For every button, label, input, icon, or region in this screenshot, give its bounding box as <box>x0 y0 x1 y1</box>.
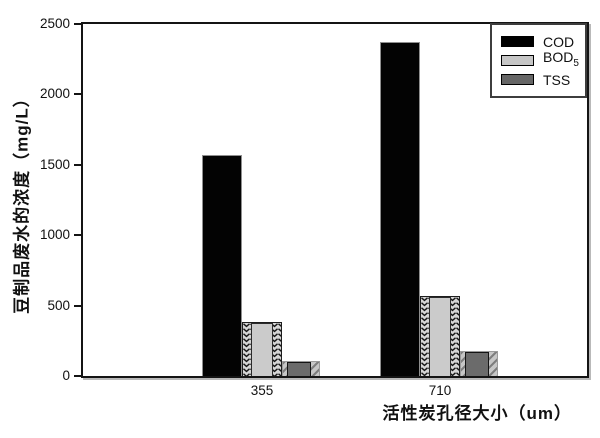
bar-tss-710 <box>460 351 498 376</box>
legend-swatch <box>501 74 534 85</box>
legend-label: COD <box>543 33 575 50</box>
y-tick-label: 1000 <box>39 227 70 243</box>
y-axis-title: 豆制品废水的浓度（mg/L） <box>12 89 32 314</box>
legend-item-tss: TSS <box>492 70 585 89</box>
bar-bod5-355 <box>242 322 282 376</box>
bar-bod5-710 <box>420 296 460 376</box>
legend-item-bod: BOD5 <box>492 49 585 70</box>
y-tick-mark <box>74 23 82 25</box>
bar-inner-solid <box>251 323 273 376</box>
y-tick-mark <box>74 304 82 307</box>
bar-cod-355 <box>202 155 242 376</box>
legend: COD BOD5 TSS <box>490 23 587 98</box>
bar-inner-solid <box>465 352 489 376</box>
bar-inner-solid <box>287 362 311 376</box>
y-tick-label: 500 <box>47 297 70 313</box>
x-tick-label: 710 <box>428 383 452 398</box>
legend-item-cod: COD <box>492 32 585 51</box>
y-tick-label: 2000 <box>39 86 70 102</box>
y-tick-mark <box>74 93 82 96</box>
y-tick-mark <box>74 234 82 237</box>
x-axis-title: 活性炭孔径大小（um） <box>382 404 572 423</box>
y-tick-label: 2500 <box>39 16 70 31</box>
y-tick-label: 1500 <box>39 156 70 172</box>
bar-inner-solid <box>429 297 451 376</box>
legend-label: BOD5 <box>543 49 579 69</box>
legend-label: TSS <box>543 71 571 88</box>
y-tick-mark <box>74 163 82 166</box>
legend-swatch <box>501 55 534 66</box>
y-tick-label: 0 <box>62 368 70 383</box>
legend-swatch <box>501 36 534 47</box>
bar-tss-355 <box>282 361 320 376</box>
y-tick-mark <box>74 375 82 377</box>
x-tick-label: 355 <box>250 383 274 398</box>
bar-cod-710 <box>380 42 420 376</box>
